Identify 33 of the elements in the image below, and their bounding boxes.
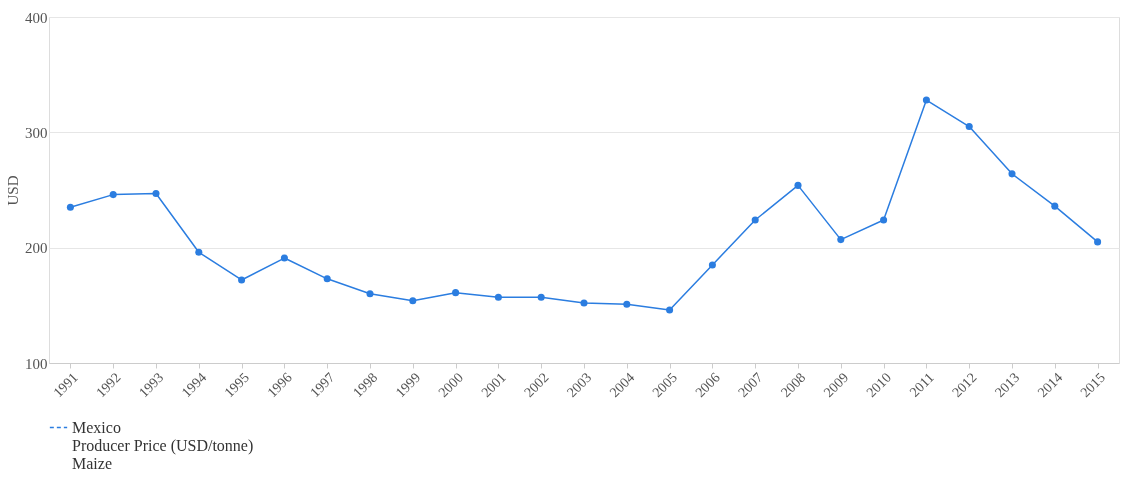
x-tick-label: 2011 — [906, 369, 937, 400]
point — [1051, 202, 1059, 210]
point — [965, 123, 973, 131]
point — [238, 276, 246, 284]
point — [623, 300, 631, 308]
point — [922, 96, 930, 104]
x-tick-label: 1991 — [50, 369, 81, 401]
y-tick-label: 200 — [25, 240, 48, 257]
point — [708, 261, 716, 269]
legend-label: Mexico Producer Price (USD/tonne) Maize — [72, 418, 254, 472]
point — [1008, 170, 1016, 178]
point — [494, 293, 502, 301]
point — [666, 306, 674, 314]
point — [580, 299, 588, 307]
point — [366, 290, 374, 298]
point — [794, 181, 802, 189]
point — [195, 248, 203, 256]
point — [452, 289, 460, 297]
point — [751, 216, 759, 224]
point — [280, 254, 288, 262]
y-tick-label: 300 — [25, 124, 48, 141]
point — [880, 216, 888, 224]
point — [837, 236, 845, 244]
point — [109, 191, 117, 199]
point — [152, 189, 160, 197]
y-tick-label: 400 — [25, 9, 48, 26]
point — [323, 275, 331, 283]
point — [409, 297, 417, 305]
point — [1094, 238, 1102, 246]
point — [537, 293, 545, 301]
point — [66, 203, 74, 211]
y-tick-label: 100 — [25, 355, 48, 372]
y-axis-title: USD — [5, 175, 21, 206]
